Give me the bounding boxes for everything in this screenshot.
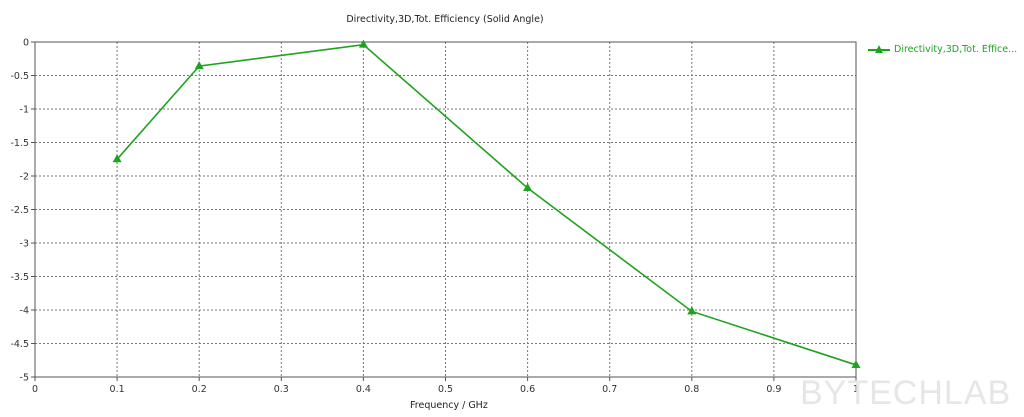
triangle-marker-icon <box>851 359 861 368</box>
x-tick-label: 0.1 <box>110 384 125 395</box>
legend-triangle-marker-icon <box>868 44 890 55</box>
y-tick-label: -2 <box>20 172 29 183</box>
x-tick-label: 0.5 <box>438 384 453 395</box>
y-tick-label: -1.5 <box>10 138 29 149</box>
y-tick-label: -3.5 <box>10 272 29 283</box>
watermark: BYTECHLAB <box>800 374 1012 412</box>
triangle-marker-icon <box>358 39 368 48</box>
x-tick-label: 0.9 <box>766 384 781 395</box>
x-tick-label: 0.7 <box>602 384 617 395</box>
y-tick-label: -4 <box>20 306 29 317</box>
x-axis-label: Frequency / GHz <box>410 400 488 411</box>
x-tick-label: 0.4 <box>356 384 371 395</box>
x-tick-label: 0.6 <box>520 384 535 395</box>
y-tick-label: -5 <box>20 373 29 384</box>
y-tick-label: -4.5 <box>10 339 29 350</box>
data-line <box>116 43 857 366</box>
y-tick-label: -0.5 <box>10 71 29 82</box>
triangle-marker-icon <box>523 183 533 192</box>
triangle-marker-icon <box>194 61 204 70</box>
x-tick-label: 0 <box>32 384 38 395</box>
legend: Directivity,3D,Tot. Effice... <box>868 44 1017 55</box>
x-tick-label: 0.3 <box>274 384 289 395</box>
y-tick-label: -1 <box>20 105 29 116</box>
y-tick-label: -3 <box>20 239 29 250</box>
legend-label: Directivity,3D,Tot. Effice... <box>894 44 1018 55</box>
x-tick-label: 1 <box>853 384 859 395</box>
x-tick-label: 0.8 <box>684 384 699 395</box>
x-tick-label: 0.2 <box>192 384 207 395</box>
chart-title: Directivity,3D,Tot. Efficiency (Solid An… <box>346 14 544 25</box>
y-tick-label: 0 <box>23 38 29 49</box>
triangle-marker-icon <box>112 154 122 163</box>
triangle-marker-icon <box>687 306 697 315</box>
y-tick-label: -2.5 <box>10 205 29 216</box>
